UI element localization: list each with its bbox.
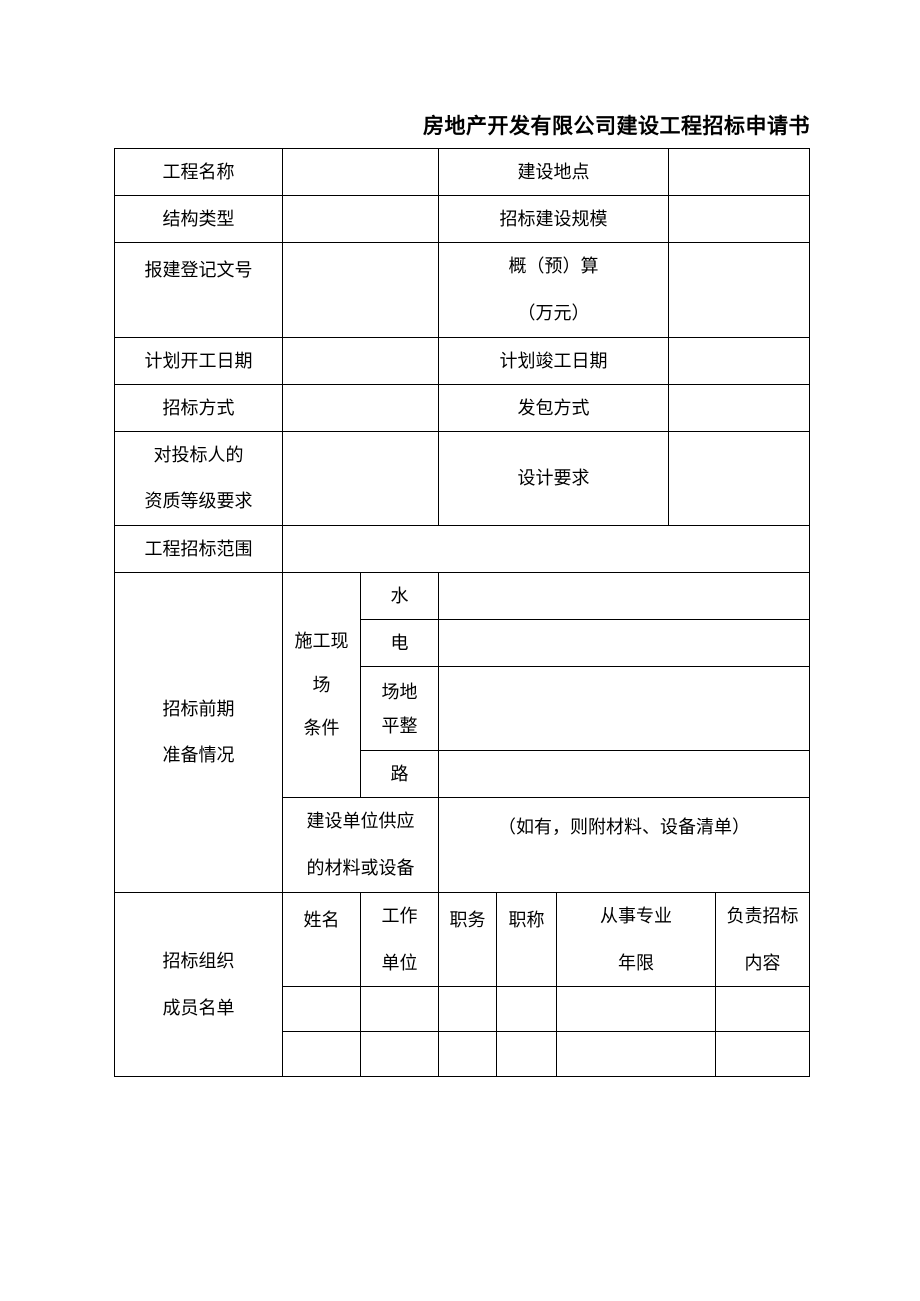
header-work-unit-1: 工作: [382, 906, 418, 926]
label-site-leveling-1: 场地: [382, 682, 418, 702]
header-position: 职务: [439, 892, 497, 987]
cell-responsibility: [716, 1032, 810, 1077]
label-org-1: 招标组织: [163, 951, 235, 971]
cell-work-unit: [361, 1032, 439, 1077]
header-experience: 从事专业 年限: [557, 892, 716, 987]
label-site-cond-1: 施工现: [295, 631, 349, 651]
label-bid-scale: 招标建设规模: [439, 196, 669, 243]
application-form-table: 工程名称 建设地点 结构类型 招标建设规模 报建登记文号 概（预）算 （万元） …: [114, 148, 810, 1077]
label-supply: 建设单位供应 的材料或设备: [283, 798, 439, 893]
header-experience-2: 年限: [618, 953, 654, 973]
cell-experience: [557, 1032, 716, 1077]
label-prep-line2: 准备情况: [163, 745, 235, 765]
header-resp-1: 负责招标: [727, 906, 799, 926]
value-supply-note: （如有，则附材料、设备清单）: [439, 798, 810, 893]
value-planned-end: [669, 337, 810, 384]
value-elec: [439, 620, 810, 667]
label-registration-no: 报建登记文号: [115, 243, 283, 338]
cell-position: [439, 1032, 497, 1077]
label-project-name: 工程名称: [115, 149, 283, 196]
header-name: 姓名: [283, 892, 361, 987]
value-design-req: [669, 431, 810, 526]
cell-name: [283, 1032, 361, 1077]
cell-work-unit: [361, 987, 439, 1032]
value-road: [439, 751, 810, 798]
header-resp-2: 内容: [745, 953, 781, 973]
label-site-leveling: 场地 平整: [361, 667, 439, 751]
label-supply-2: 的材料或设备: [307, 858, 415, 878]
label-planned-start: 计划开工日期: [115, 337, 283, 384]
document-title: 房地产开发有限公司建设工程招标申请书: [0, 110, 920, 140]
label-prep-status: 招标前期 准备情况: [115, 573, 283, 893]
value-bid-scale: [669, 196, 810, 243]
header-title: 职称: [497, 892, 557, 987]
value-water: [439, 573, 810, 620]
value-bid-scope: [283, 526, 810, 573]
cell-responsibility: [716, 987, 810, 1032]
header-work-unit: 工作 单位: [361, 892, 439, 987]
label-budget-line1: 概（预）算: [509, 256, 599, 276]
value-planned-start: [283, 337, 439, 384]
header-experience-1: 从事专业: [600, 906, 672, 926]
label-contract-method: 发包方式: [439, 384, 669, 431]
value-bid-method: [283, 384, 439, 431]
label-elec: 电: [361, 620, 439, 667]
label-org-members: 招标组织 成员名单: [115, 892, 283, 1077]
value-structure-type: [283, 196, 439, 243]
label-bid-scope: 工程招标范围: [115, 526, 283, 573]
label-design-req: 设计要求: [439, 431, 669, 526]
header-work-unit-2: 单位: [382, 953, 418, 973]
value-contract-method: [669, 384, 810, 431]
label-budget-line2: （万元）: [518, 303, 590, 323]
label-bid-method: 招标方式: [115, 384, 283, 431]
label-site-leveling-2: 平整: [382, 716, 418, 736]
value-registration-no: [283, 243, 439, 338]
label-planned-end: 计划竣工日期: [439, 337, 669, 384]
value-budget: [669, 243, 810, 338]
label-site-cond-3: 条件: [304, 718, 340, 738]
label-org-2: 成员名单: [163, 998, 235, 1018]
label-site-conditions: 施工现 场 条件: [283, 573, 361, 798]
label-structure-type: 结构类型: [115, 196, 283, 243]
cell-name: [283, 987, 361, 1032]
header-responsibility: 负责招标 内容: [716, 892, 810, 987]
cell-position: [439, 987, 497, 1032]
label-construction-location: 建设地点: [439, 149, 669, 196]
label-qualification-line1: 对投标人的: [154, 445, 244, 465]
label-supply-1: 建设单位供应: [307, 811, 415, 831]
label-water: 水: [361, 573, 439, 620]
value-construction-location: [669, 149, 810, 196]
value-site-leveling: [439, 667, 810, 751]
label-qualification-line2: 资质等级要求: [145, 491, 253, 511]
value-qualification: [283, 431, 439, 526]
label-budget: 概（预）算 （万元）: [439, 243, 669, 338]
label-qualification: 对投标人的 资质等级要求: [115, 431, 283, 526]
cell-experience: [557, 987, 716, 1032]
value-project-name: [283, 149, 439, 196]
label-prep-line1: 招标前期: [163, 699, 235, 719]
cell-title: [497, 1032, 557, 1077]
cell-title: [497, 987, 557, 1032]
label-road: 路: [361, 751, 439, 798]
label-site-cond-2: 场: [313, 675, 331, 695]
